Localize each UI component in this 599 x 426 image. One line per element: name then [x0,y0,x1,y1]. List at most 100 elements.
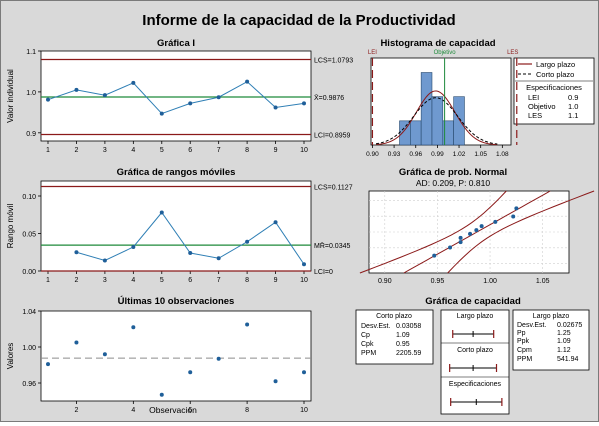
long-term-row-value: 1.09 [557,338,571,345]
x-tick-label: 1.05 [536,278,550,285]
y-tick-label: 1.00 [22,345,36,352]
x-tick-label: 7 [217,147,221,154]
x-tick-label: 2 [74,277,78,284]
les-label: LES [507,50,518,56]
data-point [511,214,516,219]
short-term-table-title: Corto plazo [376,313,412,320]
data-point [188,370,193,375]
data-point [159,392,164,397]
lcl-label: LCI=0.8959 [314,132,350,139]
x-tick-label: 10 [300,147,308,154]
x-tick-label: 0.90 [378,278,392,285]
confidence-band [359,190,507,274]
x-tick-label: 8 [245,277,249,284]
data-point [102,93,107,98]
data-point [474,228,479,233]
x-tick-label: 0.99 [431,151,444,158]
spec-row-label: Objetivo [528,102,556,111]
data-point [46,362,50,367]
x-tick-label: 8 [245,407,249,414]
data-point [74,250,79,255]
histogram-legend [513,57,595,125]
interval-label-long-term: Largo plazo [457,313,494,320]
x-tick-label: 8 [245,147,249,154]
x-tick-label: 4 [131,407,135,414]
x-tick-label: 1.05 [474,151,487,158]
short-term-legend-label: Corto plazo [536,70,574,79]
x-tick-label: 6 [188,277,192,284]
data-point [493,219,498,224]
y-tick-label: 0.00 [22,269,36,276]
report-title: Informe de la capacidad de la Productivi… [142,12,455,29]
interval-panel [440,309,510,415]
long-term-row-value: 1.12 [557,347,571,354]
x-tick-label: 9 [274,277,278,284]
long-term-table-title: Largo plazo [533,313,570,320]
last-observations-ylabel: Valores [6,343,15,370]
data-point [458,235,463,240]
short-term-row-label: PPM [361,350,376,357]
spec-row-value: 1.0 [568,102,578,111]
data-point [131,80,136,85]
data-point [131,325,136,330]
data-point [188,251,193,255]
data-point [74,340,79,345]
short-term-row-label: Desv.Est. [361,323,390,330]
long-term-legend-label: Largo plazo [536,60,575,69]
data-point [245,79,250,84]
y-tick-label: 1.0 [26,90,36,97]
long-term-row-value: 0.02675 [557,322,582,329]
long-term-row-label: Ppk [517,338,530,345]
spec-table-title: Especificaciones [526,83,582,92]
data-point [479,224,484,229]
long-term-row-value: 541.94 [557,356,579,363]
data-point [458,240,463,245]
data-point [302,370,306,375]
short-term-row-value: 1.09 [396,332,410,339]
data-point [273,105,278,110]
interval-label-short-term: Corto plazo [457,347,493,354]
center-label: MR̄=0.0345 [314,242,350,250]
spec-row-value: 1.1 [568,111,578,120]
spec-row-label: LEI [528,93,539,102]
short-term-row-value: 2205.59 [396,350,421,357]
data-point [102,258,107,263]
x-tick-label: 3 [103,277,107,284]
data-point [216,256,221,261]
series-line [47,81,305,115]
short-term-curve [375,97,498,145]
mr-chart-plot-area [40,180,312,272]
fitted-line [403,190,551,274]
x-tick-label: 2 [74,407,78,414]
x-tick-label: 0.96 [409,151,422,158]
lei-label: LEI [368,50,377,56]
data-point [273,220,278,225]
spec-row-value: 0.9 [568,93,578,102]
x-tick-label: 10 [300,277,308,284]
mr-chart: Gráfica de rangos móviles Rango móvil 0.… [6,167,353,284]
x-tick-label: 4 [131,147,135,154]
x-tick-label: 1 [46,147,50,154]
x-tick-label: 1.00 [483,278,497,285]
last-observations-chart: Últimas 10 observaciones Valores Observa… [6,295,312,415]
long-term-row-label: PPM [517,356,532,363]
lcl-label: LCI=0 [314,269,333,276]
x-tick-label: 9 [274,147,278,154]
target-label: Objetivo [434,50,457,56]
histogram-title: Histograma de capacidad [380,38,495,49]
short-term-row-label: Cpk [361,341,374,348]
y-tick-label: 1.04 [22,309,36,316]
long-term-row-label: Desv.Est. [517,322,546,329]
short-term-row-value: 0.95 [396,341,410,348]
x-tick-label: 5 [160,277,164,284]
data-point [273,379,278,384]
data-point [216,356,221,361]
ucl-label: LCS=0.1127 [314,184,353,191]
x-tick-label: 10 [300,407,308,414]
center-label: X̄=0.9876 [314,94,344,102]
x-tick-label: 2 [74,147,78,154]
data-point [74,87,79,92]
long-term-curve [376,90,498,146]
mr-chart-title: Gráfica de rangos móviles [117,167,236,178]
